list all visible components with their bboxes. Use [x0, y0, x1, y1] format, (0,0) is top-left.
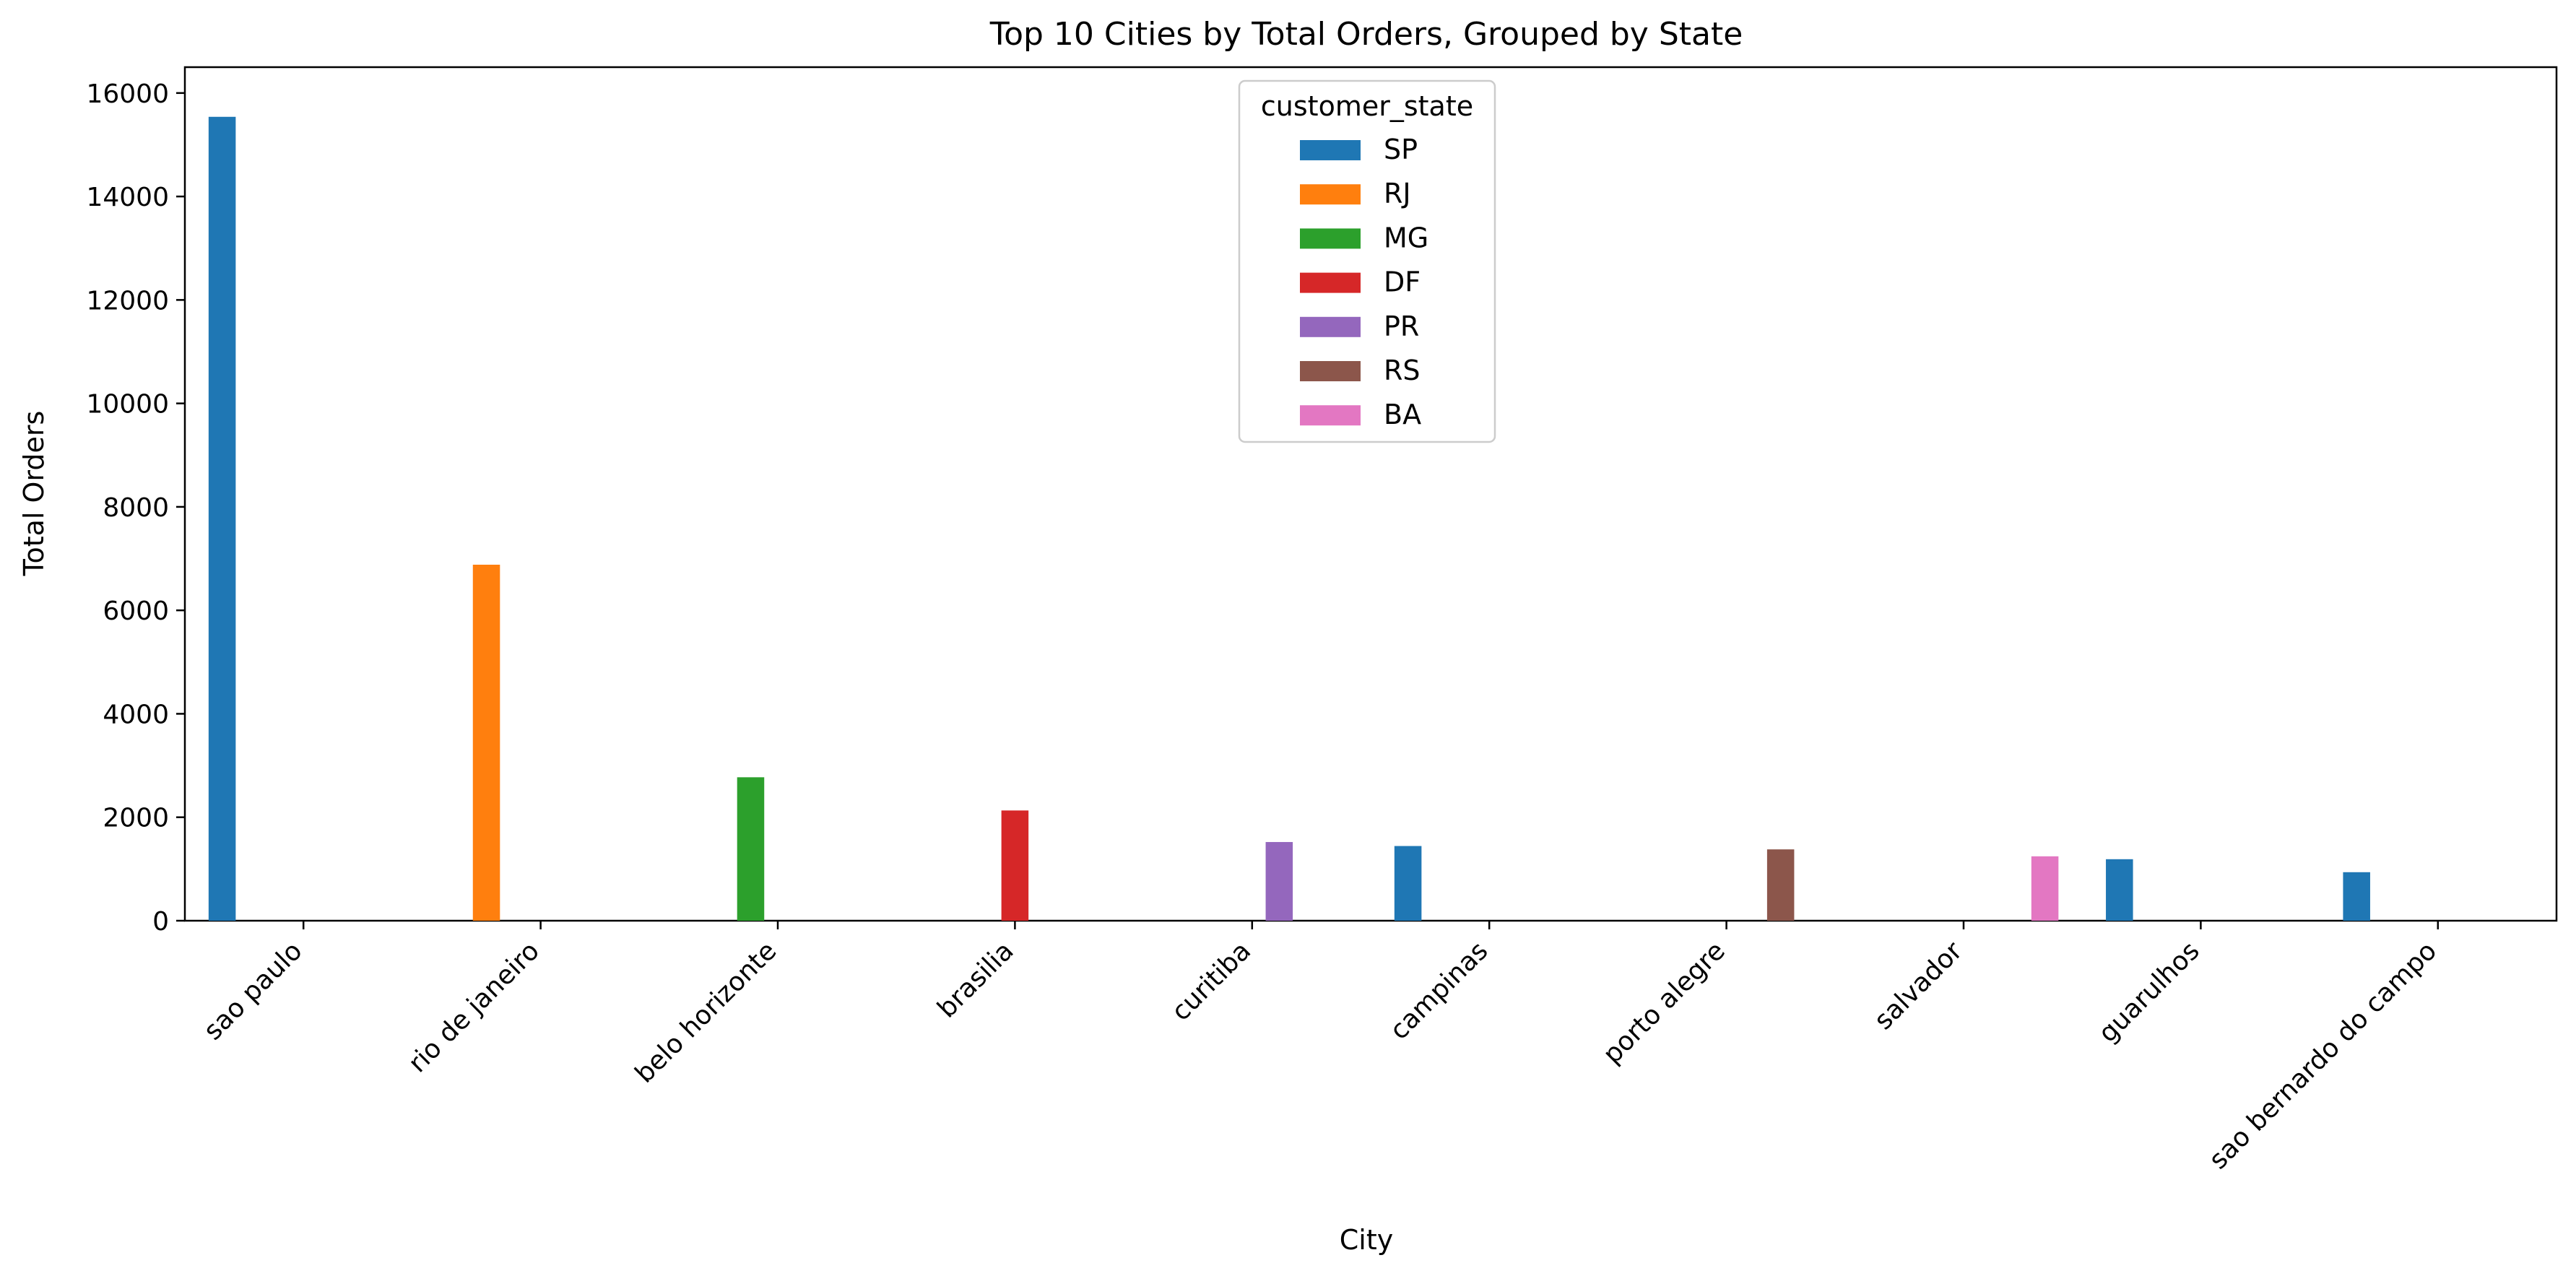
- legend-swatch-df: [1300, 272, 1361, 293]
- y-axis: 0 2000 4000 6000 8000 10000 12000 14000 16000: [86, 79, 185, 937]
- y-tick-label: 10000: [86, 390, 169, 420]
- y-tick-label: 16000: [86, 79, 169, 109]
- x-tick-label: guarulhos: [2093, 936, 2206, 1049]
- legend-label-sp: SP: [1384, 134, 1418, 165]
- x-tick-label: belo horizonte: [630, 936, 783, 1089]
- y-axis-label: Total Orders: [18, 411, 50, 577]
- legend-label-rj: RJ: [1384, 178, 1411, 209]
- legend-frame: [1238, 79, 1496, 443]
- x-tick-label: salvador: [1869, 936, 1969, 1036]
- bar-ba-salvador: [2031, 856, 2059, 921]
- legend-items: SP RJ MG DF PR RS BA: [1300, 134, 1428, 430]
- x-tick-label: rio de janeiro: [403, 936, 545, 1078]
- x-tick-label: sao bernardo do campo: [2203, 936, 2442, 1175]
- bar-sp-sao-paulo: [208, 116, 236, 921]
- y-tick-label: 12000: [86, 286, 169, 316]
- bar-pr-curitiba: [1265, 842, 1293, 921]
- legend-swatch-mg: [1300, 228, 1361, 249]
- y-tick-label: 4000: [103, 700, 169, 729]
- bar-mg-belo-horizonte: [737, 777, 765, 921]
- plot-area: [183, 66, 2558, 922]
- chart-title: Top 10 Cities by Total Orders, Grouped b…: [989, 16, 1743, 53]
- plot-frame: [183, 66, 2558, 922]
- bar-sp-campinas: [1394, 846, 1422, 921]
- x-tick-label: curitiba: [1166, 936, 1257, 1026]
- x-tick-label: brasilia: [932, 936, 1019, 1023]
- y-tick-label: 0: [152, 907, 169, 937]
- x-tick-label: sao paulo: [199, 936, 308, 1046]
- legend-swatch-ba: [1300, 405, 1361, 426]
- legend-label-rs: RS: [1384, 355, 1421, 386]
- legend-label-ba: BA: [1384, 399, 1421, 430]
- legend-swatch-sp: [1300, 140, 1361, 160]
- x-axis-label: City: [1340, 1224, 1393, 1256]
- x-tick-label: porto alegre: [1597, 936, 1731, 1069]
- bar-rj-rio-de-janeiro: [472, 565, 500, 921]
- legend-swatch-pr: [1300, 316, 1361, 337]
- bar-df-brasilia: [1001, 810, 1029, 921]
- legend-label-df: DF: [1384, 266, 1421, 298]
- legend: customer_state SP RJ MG DF PR RS BA: [1238, 79, 1496, 443]
- x-axis: sao paulo rio de janeiro belo horizonte bra…: [199, 921, 2442, 1175]
- x-tick-label: campinas: [1384, 936, 1494, 1046]
- bar-sp-sao-bernardo-do-campo: [2343, 872, 2370, 921]
- bars: [208, 116, 2370, 921]
- legend-swatch-rs: [1300, 361, 1361, 381]
- y-tick-label: 8000: [103, 493, 169, 523]
- y-tick-label: 2000: [103, 804, 169, 833]
- y-tick-label: 6000: [103, 596, 169, 626]
- legend-label-pr: PR: [1384, 311, 1419, 342]
- legend-title: customer_state: [1261, 90, 1473, 122]
- bar-sp-guarulhos: [2106, 859, 2133, 921]
- y-tick-label: 14000: [86, 183, 169, 212]
- legend-label-mg: MG: [1384, 222, 1428, 253]
- legend-swatch-rj: [1300, 184, 1361, 205]
- bar-rs-porto-alegre: [1766, 849, 1795, 921]
